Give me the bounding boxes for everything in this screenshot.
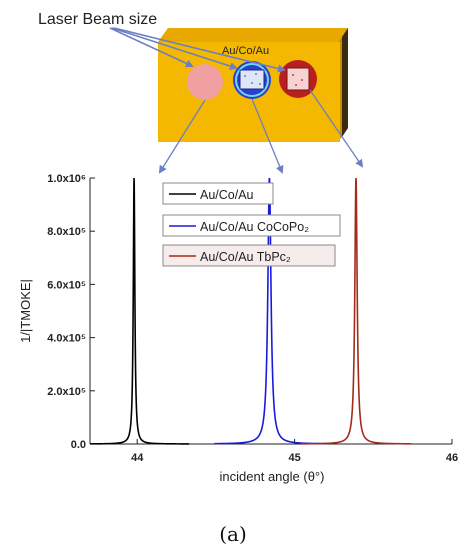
legend-item-1: Au/Co/Au CoCoPo₂ xyxy=(162,214,341,237)
laser-spot-pink xyxy=(187,64,223,100)
series-lines xyxy=(90,177,412,445)
callout-arrows xyxy=(109,27,286,73)
sample-illustration: Au/Co/Au xyxy=(158,28,348,142)
x-ticks: 44 45 46 xyxy=(131,439,458,464)
y-tick-label: 8.0x10⁵ xyxy=(47,226,86,238)
laser-spot-blue xyxy=(233,61,271,99)
y-axis-label: 1/|TMOKE| xyxy=(18,279,33,343)
legend-item-0: Au/Co/Au xyxy=(162,182,274,205)
x-tick-label: 46 xyxy=(446,452,458,464)
chart: 44 45 46 0.0 2.0x10⁵ 4.0x10⁵ 6.0x10⁵ 8.0x10⁵ 1.… xyxy=(18,173,458,484)
legend: Au/Co/Au Au/Co/Au CoCoPo₂ Au/Co/Au TbPc₂ xyxy=(162,182,341,267)
x-tick-label: 44 xyxy=(131,452,144,464)
callout-text: Laser Beam size xyxy=(38,11,157,28)
sample-edge xyxy=(342,28,348,137)
x-tick-label: 45 xyxy=(288,452,300,464)
laser-spot-red xyxy=(279,60,317,98)
projection-arrows xyxy=(158,89,364,174)
sample-top-face xyxy=(158,28,348,42)
y-ticks: 0.0 2.0x10⁵ 4.0x10⁵ 6.0x10⁵ 8.0x10⁵ 1.0x10⁶ xyxy=(47,173,95,451)
series-line-2 xyxy=(300,177,412,445)
y-tick-label: 4.0x10⁵ xyxy=(47,333,86,345)
legend-label-0: Au/Co/Au xyxy=(200,188,254,202)
y-tick-label: 0.0 xyxy=(71,439,86,451)
series-line-0 xyxy=(90,178,190,445)
sample-label: Au/Co/Au xyxy=(222,45,269,57)
legend-item-2: Au/Co/Au TbPc₂ xyxy=(162,244,336,267)
y-tick-label: 2.0x10⁵ xyxy=(47,386,86,398)
panel-label: (a) xyxy=(219,522,247,546)
legend-label-2: Au/Co/Au TbPc₂ xyxy=(200,250,291,264)
y-tick-label: 1.0x10⁶ xyxy=(47,173,86,185)
x-axis-label: incident angle (θ°) xyxy=(220,469,325,484)
y-tick-label: 6.0x10⁵ xyxy=(47,279,86,291)
legend-label-1: Au/Co/Au CoCoPo₂ xyxy=(200,220,309,234)
